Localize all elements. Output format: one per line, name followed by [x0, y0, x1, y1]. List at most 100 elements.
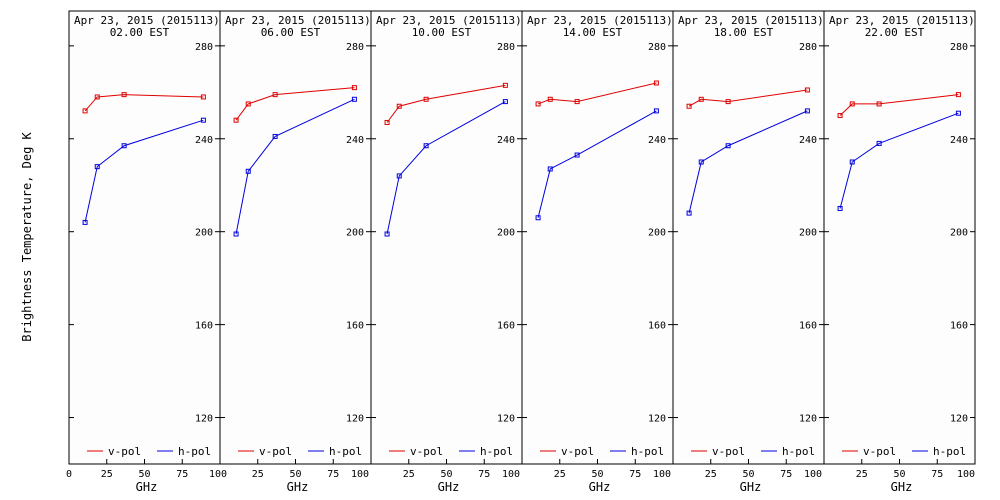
h-pol-line — [386, 101, 506, 235]
panel-date-label: Apr 23, 2015 (2015113) — [376, 14, 522, 27]
h-pol-point — [94, 164, 100, 170]
panel-date-label: Apr 23, 2015 (2015113) — [829, 14, 975, 27]
x-tick-label: 50 — [138, 469, 150, 480]
x-tick-label: 75 — [629, 469, 641, 480]
y-tick-label: 160 — [195, 321, 213, 332]
x-tick-label: 25 — [554, 469, 566, 480]
h-pol-point — [82, 219, 88, 225]
x-tick-label: 75 — [176, 469, 188, 480]
x-tick-label: 75 — [478, 469, 490, 480]
panel-time-label: 22.00 EST — [865, 26, 925, 39]
panel-time-label: 14.00 EST — [563, 26, 623, 39]
chart-panel: 120 160 200 240 280 25 50 75 100 GHz Apr 23, 2015 … — [521, 10, 674, 494]
v-pol-point — [351, 85, 357, 91]
y-tick-label: 280 — [195, 42, 213, 53]
v-pol-line — [84, 94, 204, 112]
v-pol-point — [272, 92, 278, 98]
h-pol-line — [84, 119, 204, 223]
x-tick-label: 100 — [957, 469, 975, 480]
x-tick-label: 75 — [780, 469, 792, 480]
y-tick-label: 200 — [497, 228, 515, 239]
v-pol-point — [82, 108, 88, 114]
panel-date-label: Apr 23, 2015 (2015113) — [678, 14, 824, 27]
y-tick-label: 280 — [497, 42, 515, 53]
x-tick-label: 50 — [289, 469, 301, 480]
y-tick-label: 200 — [195, 228, 213, 239]
y-tick-label: 160 — [648, 321, 666, 332]
y-tick-label: 160 — [346, 321, 364, 332]
v-pol-point — [698, 96, 704, 102]
v-pol-point — [849, 101, 855, 107]
y-tick-label: 240 — [950, 135, 968, 146]
x-tick-label: 75 — [327, 469, 339, 480]
h-pol-point — [233, 231, 239, 237]
v-pol-legend-label: v-pol — [259, 445, 292, 458]
v-pol-line — [537, 82, 657, 105]
x-tick-label: 100 — [351, 469, 369, 480]
x-axis-title: GHz — [136, 480, 158, 494]
panel-frame — [219, 10, 372, 465]
v-pol-legend-label: v-pol — [863, 445, 896, 458]
v-pol-point — [233, 117, 239, 123]
v-pol-point — [396, 103, 402, 109]
panel-frame — [823, 10, 976, 465]
v-pol-point — [955, 92, 961, 98]
h-pol-line — [688, 110, 808, 214]
y-tick-label: 120 — [648, 414, 666, 425]
panel-time-label: 10.00 EST — [412, 26, 472, 39]
panel-date-label: Apr 23, 2015 (2015113) — [225, 14, 371, 27]
chart-panel: 120 160 200 240 280 25 50 75 100 GHz Apr 23, 2015 … — [672, 10, 825, 494]
h-pol-point — [698, 159, 704, 165]
y-tick-label: 240 — [346, 135, 364, 146]
h-pol-point — [686, 210, 692, 216]
h-pol-legend-label: h-pol — [480, 445, 513, 458]
x-tick-label: 100 — [502, 469, 520, 480]
x-tick-label: 75 — [931, 469, 943, 480]
x-tick-label: 25 — [856, 469, 868, 480]
y-tick-label: 240 — [195, 135, 213, 146]
v-pol-point — [200, 94, 206, 100]
v-pol-point — [804, 87, 810, 93]
y-tick-label: 120 — [950, 414, 968, 425]
y-tick-label: 280 — [346, 42, 364, 53]
h-pol-point — [121, 143, 127, 149]
y-tick-label: 200 — [346, 228, 364, 239]
h-pol-point — [272, 133, 278, 139]
panel-time-label: 02.00 EST — [110, 26, 170, 39]
h-pol-legend-label: h-pol — [631, 445, 664, 458]
chart-panel: 120 160 200 240 280 25 50 75 100 GHz Apr 23, 2015 … — [219, 10, 372, 494]
h-pol-point — [200, 117, 206, 123]
h-pol-legend-label: h-pol — [782, 445, 815, 458]
x-tick-label: 0 — [66, 469, 72, 480]
v-pol-legend-label: v-pol — [712, 445, 745, 458]
y-tick-label: 200 — [950, 228, 968, 239]
y-tick-label: 240 — [497, 135, 515, 146]
v-pol-point — [574, 99, 580, 105]
panel-date-label: Apr 23, 2015 (2015113) — [74, 14, 220, 27]
x-axis-title: GHz — [287, 480, 309, 494]
panels-group: 120 160 200 240 280 0 25 50 75 100 GHz Apr 23, 2015… — [66, 10, 976, 494]
y-tick-label: 120 — [799, 414, 817, 425]
v-pol-point — [94, 94, 100, 100]
y-tick-label: 280 — [648, 42, 666, 53]
v-pol-point — [837, 113, 843, 119]
x-tick-label: 50 — [440, 469, 452, 480]
h-pol-point — [384, 231, 390, 237]
x-axis-title: GHz — [740, 480, 762, 494]
x-axis-title: GHz — [891, 480, 913, 494]
x-tick-label: 100 — [653, 469, 671, 480]
y-tick-label: 280 — [950, 42, 968, 53]
v-pol-point — [876, 101, 882, 107]
y-tick-label: 240 — [648, 135, 666, 146]
h-pol-point — [837, 205, 843, 211]
v-pol-point — [547, 96, 553, 102]
h-pol-legend-label: h-pol — [329, 445, 362, 458]
x-axis-title: GHz — [438, 480, 460, 494]
h-pol-point — [955, 110, 961, 116]
x-tick-label: 25 — [101, 469, 113, 480]
x-tick-label: 25 — [705, 469, 717, 480]
h-pol-point — [423, 143, 429, 149]
h-pol-point — [804, 108, 810, 114]
h-pol-point — [574, 152, 580, 158]
